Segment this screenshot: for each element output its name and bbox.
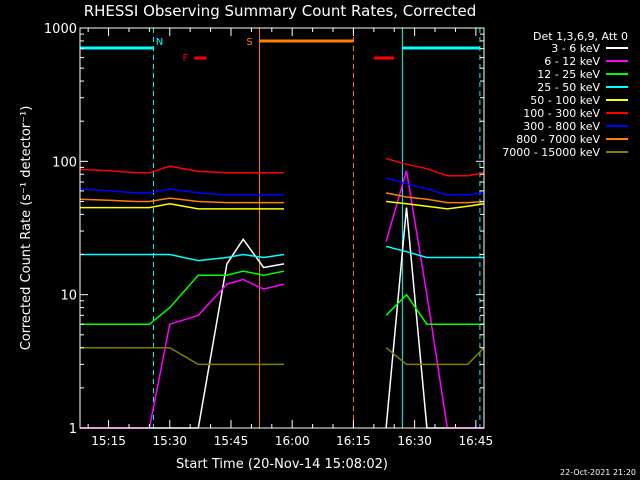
legend-label: 12 - 25 keV: [537, 68, 600, 81]
flare-label: F: [182, 53, 188, 64]
chart-title: RHESSI Observing Summary Count Rates, Co…: [84, 2, 477, 20]
series-line: [80, 245, 484, 262]
y-tick-label: 10: [60, 289, 77, 304]
legend-title: Det 1,3,6,9, Att 0: [533, 30, 628, 43]
series-line: [80, 346, 485, 366]
legend-label: 300 - 800 keV: [523, 120, 600, 133]
legend-label: 6 - 12 keV: [544, 55, 600, 68]
x-tick-label: 15:45: [214, 434, 249, 448]
y-tick-label: 1000: [44, 22, 77, 37]
series-line: [79, 157, 485, 177]
x-axis-label: Start Time (20-Nov-14 15:08:02): [176, 457, 388, 472]
y-axis-label: Corrected Count Rate (s⁻¹ detector⁻¹): [19, 106, 34, 351]
series-line: [80, 200, 485, 210]
series-line: [79, 177, 485, 196]
x-tick-label: 16:30: [397, 434, 432, 448]
legend-label: 50 - 100 keV: [530, 94, 600, 107]
x-tick-label: 16:00: [275, 434, 310, 448]
y-tick-label: 100: [52, 155, 77, 170]
annotation-bands: N S F: [79, 28, 481, 428]
x-tick-label: 15:30: [152, 434, 187, 448]
night-label: N: [156, 37, 163, 48]
series-line: [80, 270, 484, 325]
x-tick-label: 16:15: [336, 434, 371, 448]
timestamp: 22-Oct-2021 21:20: [560, 468, 636, 477]
y-tick-label: 1: [69, 422, 77, 437]
plot-frame: [79, 27, 485, 429]
x-tick-label: 15:15: [91, 434, 126, 448]
series-line: [79, 192, 485, 204]
saa-label: S: [246, 37, 252, 48]
legend-label: 25 - 50 keV: [537, 81, 600, 94]
axes: 15:15 15:30 15:45 16:00 16:15 16:30 16:45 1 10 10…: [44, 22, 493, 448]
legend-label: 7000 - 15000 keV: [502, 146, 600, 159]
legend-label: 100 - 300 keV: [523, 107, 600, 120]
legend-label: 800 - 7000 keV: [516, 133, 600, 146]
legend-label: 3 - 6 keV: [551, 42, 600, 55]
x-tick-label: 16:45: [459, 434, 494, 448]
